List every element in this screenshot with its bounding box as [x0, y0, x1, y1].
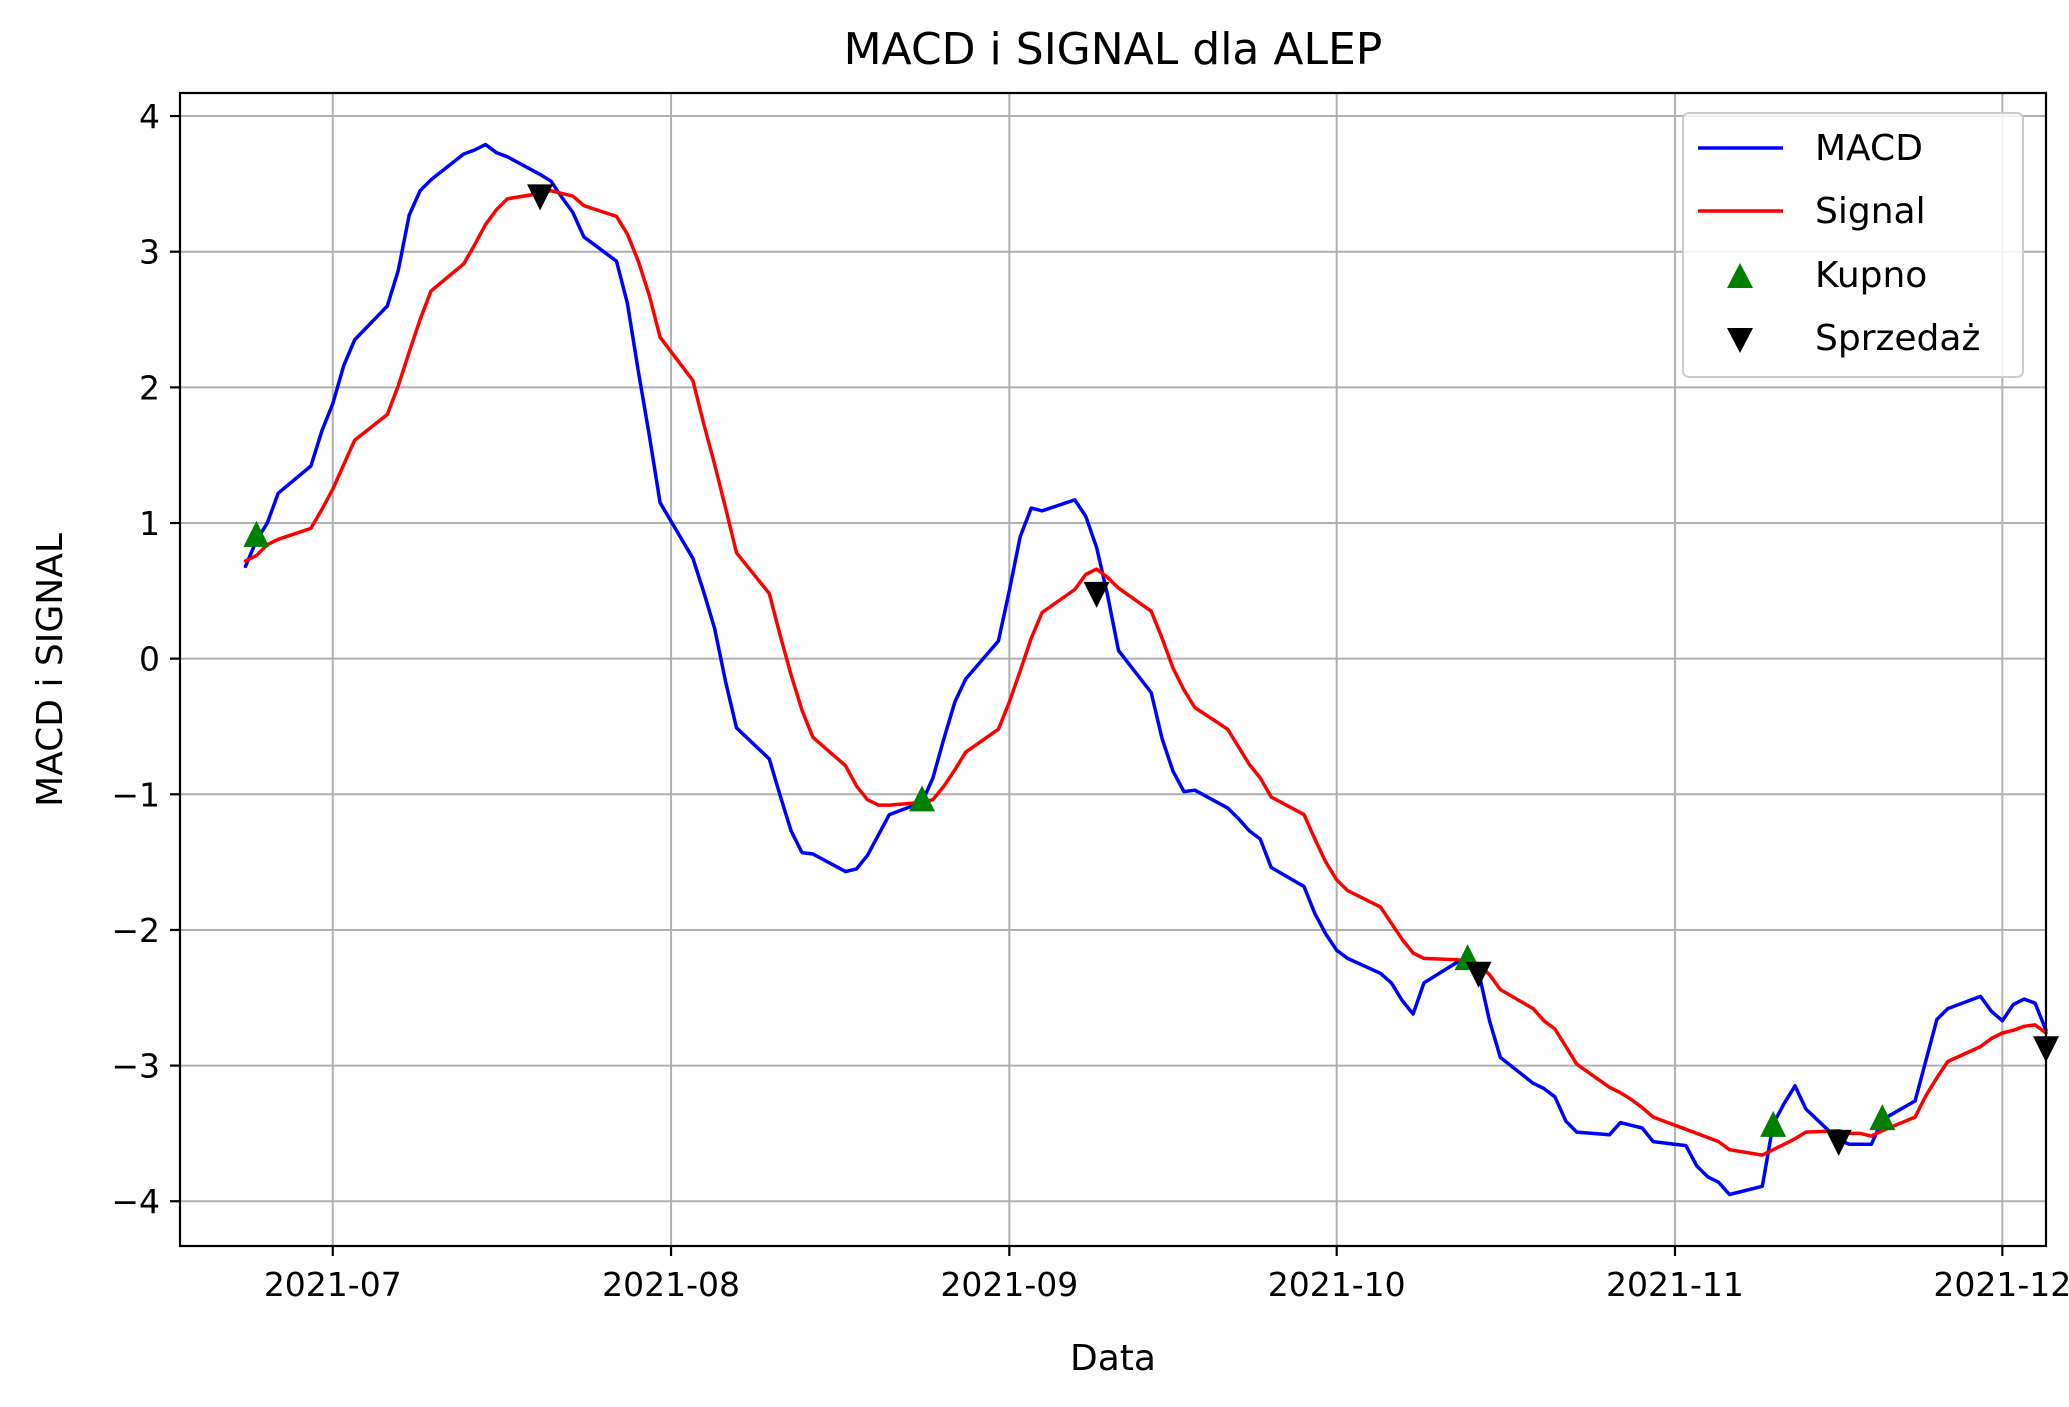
y-tick-label: 1 — [139, 504, 160, 543]
chart-title: MACD i SIGNAL dla ALEP — [844, 24, 1383, 75]
legend-signal-label: Signal — [1815, 191, 1926, 232]
legend-macd-label: MACD — [1815, 128, 1923, 169]
x-tick-label: 2021-11 — [1606, 1265, 1744, 1304]
plot-frame — [178, 91, 2048, 1248]
y-tick-label: 0 — [139, 640, 160, 679]
y-tick-label: 3 — [139, 233, 160, 272]
buy-marker — [1869, 1104, 1896, 1131]
sell-marker — [527, 184, 554, 211]
y-tick-label: 4 — [139, 97, 160, 136]
legend: MACD Signal Kupno Sprzedaż — [1682, 112, 2024, 378]
sell-marker — [1083, 581, 1110, 608]
buy-marker — [1760, 1110, 1787, 1137]
x-tick-label: 2021-07 — [264, 1265, 402, 1304]
x-axis-label: Data — [1070, 1338, 1156, 1379]
x-tick-label: 2021-08 — [602, 1265, 740, 1304]
legend-sell-marker — [1727, 328, 1753, 353]
sell-marker — [1465, 961, 1492, 988]
sell-marker — [1825, 1129, 1852, 1156]
legend-buy-marker — [1727, 263, 1753, 288]
x-tick-label: 2021-10 — [1268, 1265, 1406, 1304]
ticks: 2021-07 2021-08 2021-09 2021-10 2021-11 2021-… — [111, 97, 2069, 1304]
series-macd-line — [243, 142, 2048, 1197]
legend-sell-label: Sprzedaż — [1815, 318, 1980, 359]
y-tick-label: 2 — [139, 368, 160, 407]
y-tick-label: −1 — [111, 775, 160, 814]
legend-box — [1682, 112, 2024, 378]
y-tick-label: −3 — [111, 1047, 160, 1086]
buy-marker — [243, 520, 270, 547]
x-tick-label: 2021-12 — [1933, 1265, 2069, 1304]
legend-buy-label: Kupno — [1815, 255, 1927, 296]
y-tick-label: −2 — [111, 911, 160, 950]
y-tick-label: −4 — [111, 1182, 160, 1221]
buy-marker — [909, 785, 935, 812]
x-tick-label: 2021-09 — [940, 1265, 1078, 1304]
y-axis-label: MACD i SIGNAL — [30, 533, 71, 807]
